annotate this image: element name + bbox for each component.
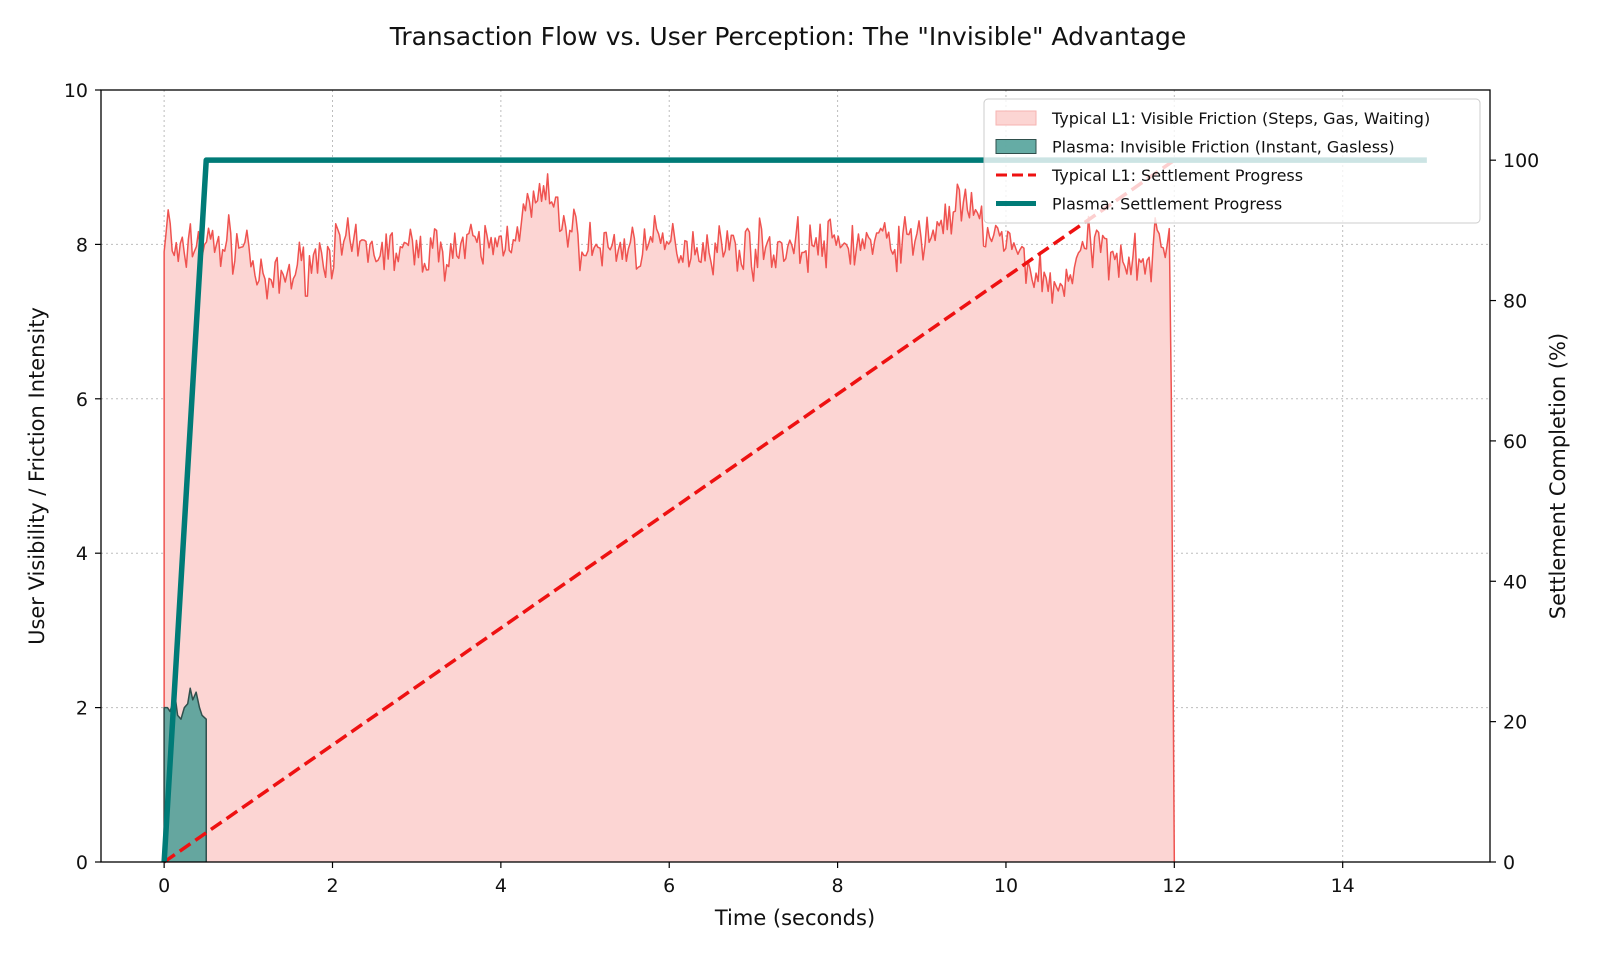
y-tick-label: 10 bbox=[64, 80, 88, 102]
legend-label: Plasma: Settlement Progress bbox=[1052, 195, 1282, 214]
plot-frame bbox=[100, 89, 1491, 863]
y-tick-label: 4 bbox=[76, 543, 88, 565]
legend-label: Plasma: Invisible Friction (Instant, Gas… bbox=[1052, 138, 1395, 157]
x-tick-label: 8 bbox=[832, 875, 844, 897]
dashed-settlement-line bbox=[163, 158, 1176, 864]
y-right-tick-label: 20 bbox=[1503, 712, 1527, 734]
y-right-axis-title: Settlement Completion (%) bbox=[1546, 333, 1570, 619]
legend-swatch bbox=[995, 110, 1037, 126]
y-tick-label: 6 bbox=[76, 389, 88, 411]
x-tick-label: 2 bbox=[326, 875, 338, 897]
x-tick-label: 4 bbox=[495, 875, 507, 897]
y-axis-title: User Visibility / Friction Intensity bbox=[25, 307, 49, 645]
y-right-tick-label: 80 bbox=[1503, 291, 1527, 313]
plot-area bbox=[161, 157, 1427, 864]
x-tick-label: 12 bbox=[1162, 875, 1186, 897]
area-outline bbox=[163, 687, 207, 863]
solid-settlement-line bbox=[161, 157, 1427, 863]
legend-label: Typical L1: Visible Friction (Steps, Gas… bbox=[1051, 109, 1430, 128]
y-right-tick-label: 60 bbox=[1503, 431, 1527, 453]
area-outline bbox=[163, 173, 1176, 863]
y-right-tick-label: 0 bbox=[1503, 852, 1515, 874]
x-tick-label: 10 bbox=[994, 875, 1018, 897]
y-tick-label: 2 bbox=[76, 698, 88, 720]
x-axis-title: Time (seconds) bbox=[714, 906, 875, 930]
y-tick-label: 8 bbox=[76, 234, 88, 256]
x-tick-label: 6 bbox=[663, 875, 675, 897]
legend: Typical L1: Visible Friction (Steps, Gas… bbox=[983, 98, 1481, 224]
chart-title: Transaction Flow vs. User Perception: Th… bbox=[389, 22, 1187, 51]
area-fill bbox=[164, 173, 1175, 862]
x-tick-label: 14 bbox=[1331, 875, 1355, 897]
legend-swatch bbox=[995, 139, 1037, 154]
y-right-tick-label: 100 bbox=[1503, 150, 1539, 172]
legend-label: Typical L1: Settlement Progress bbox=[1051, 166, 1303, 185]
y-tick-label: 0 bbox=[76, 852, 88, 874]
legend-frame bbox=[983, 98, 1481, 224]
y-right-tick-label: 40 bbox=[1503, 571, 1527, 593]
x-tick-label: 0 bbox=[158, 875, 170, 897]
